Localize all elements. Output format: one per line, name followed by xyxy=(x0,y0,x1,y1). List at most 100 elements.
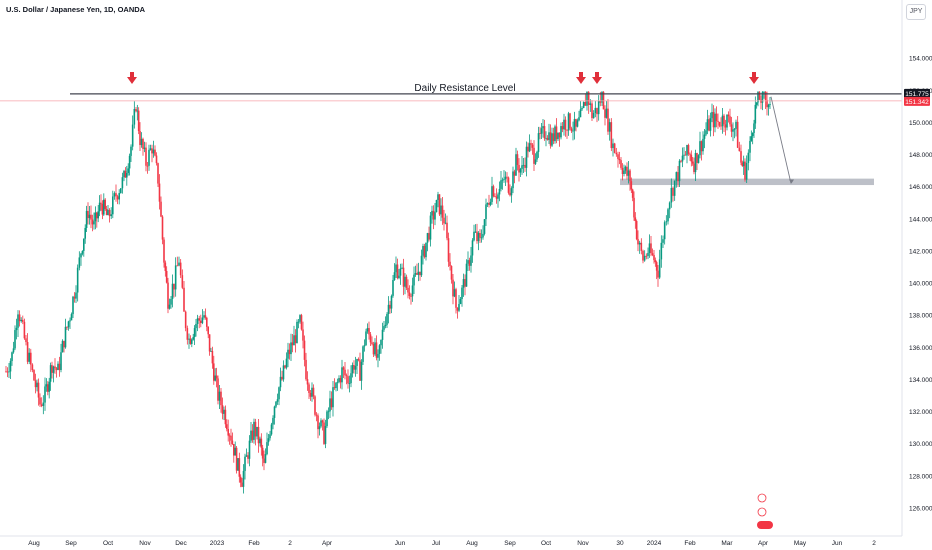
candle-body xyxy=(509,192,511,196)
candle-body xyxy=(521,165,523,169)
candle-body xyxy=(631,189,634,198)
candle-body xyxy=(186,328,189,340)
candle-body xyxy=(729,116,731,125)
candle-body xyxy=(176,265,179,267)
candle-body xyxy=(504,176,507,180)
candle-body xyxy=(654,260,657,263)
tools[interactable] xyxy=(757,493,773,529)
candle-body xyxy=(179,262,182,276)
candle-body xyxy=(368,328,370,335)
resistance-price-tag xyxy=(904,88,930,98)
candle-body xyxy=(351,364,354,374)
candle-body xyxy=(753,123,755,133)
candle-body xyxy=(107,209,109,216)
candle-body xyxy=(360,361,363,381)
annotations: Daily Resistance Level xyxy=(0,72,902,184)
candle-body xyxy=(643,255,646,261)
candle-body xyxy=(416,273,418,275)
candle-body xyxy=(561,126,564,130)
candle-body xyxy=(645,255,648,257)
candle-body xyxy=(450,266,453,280)
candle-body xyxy=(554,126,556,142)
candle-body xyxy=(501,179,504,181)
x-tick-label: Nov xyxy=(577,540,589,547)
candle-body xyxy=(402,267,405,287)
candle-body xyxy=(405,276,408,288)
candle-body xyxy=(88,214,91,219)
candle-body xyxy=(482,233,484,238)
candle-body xyxy=(651,253,654,256)
candle-body xyxy=(519,168,522,173)
candle-body xyxy=(410,295,412,297)
candle-body xyxy=(480,237,483,239)
calendar-icon[interactable] xyxy=(757,507,767,517)
candle-body xyxy=(54,366,56,369)
candle-body xyxy=(648,243,651,253)
candle-body xyxy=(742,161,745,167)
candle-body xyxy=(37,382,40,398)
candle-body xyxy=(207,326,209,335)
candle-body xyxy=(572,130,574,132)
candle-body xyxy=(486,203,489,205)
candle-body xyxy=(20,319,22,322)
candle-body xyxy=(404,276,406,287)
candle-body xyxy=(724,124,727,128)
candle-body xyxy=(12,348,15,353)
candle-body xyxy=(237,458,239,471)
y-tick-label: 140.000 xyxy=(909,281,932,288)
candle-body xyxy=(507,177,510,193)
candle-body xyxy=(112,196,114,215)
candle-body xyxy=(57,363,59,370)
candle-body xyxy=(767,104,770,108)
candle-body xyxy=(45,384,48,387)
candle-body xyxy=(146,165,149,167)
candle-body xyxy=(670,187,673,203)
candle-body xyxy=(732,129,734,132)
candle-body xyxy=(567,113,570,131)
x-tick-label: 2023 xyxy=(210,540,225,547)
candle-body xyxy=(432,210,435,220)
lightning-icon[interactable] xyxy=(757,493,767,503)
events-icon[interactable] xyxy=(757,521,773,529)
candle-body xyxy=(425,242,427,258)
candle-body xyxy=(312,387,315,397)
candle-body xyxy=(91,219,94,225)
y-tick-label: 144.000 xyxy=(909,216,932,223)
currency-button[interactable]: JPY xyxy=(906,4,926,20)
candle-body xyxy=(318,426,321,430)
candle-body xyxy=(66,326,68,328)
x-tick-label: Oct xyxy=(541,540,551,547)
candle-body xyxy=(387,304,390,315)
candle-body xyxy=(579,109,582,118)
candle-body xyxy=(124,170,127,178)
candle-body xyxy=(702,138,704,152)
x-tick-label: 2024 xyxy=(647,540,662,547)
candle-body xyxy=(244,456,246,471)
candle-body xyxy=(108,209,111,217)
candle-body xyxy=(503,179,505,181)
candle-body xyxy=(136,110,139,112)
candle-body xyxy=(735,121,737,129)
candle-body xyxy=(396,264,399,279)
candle-body xyxy=(36,382,38,388)
candle-body xyxy=(196,318,199,324)
candle-body xyxy=(183,287,185,312)
candle-body xyxy=(383,326,385,330)
candle-body xyxy=(171,283,174,299)
candle-body xyxy=(760,99,762,103)
candle-body xyxy=(536,151,538,160)
candle-body xyxy=(642,250,644,261)
candle-body xyxy=(613,143,616,153)
candle-body xyxy=(660,242,663,260)
candle-body xyxy=(326,411,328,427)
candle-body xyxy=(365,331,367,346)
candle-body xyxy=(575,119,577,127)
candle-body xyxy=(22,319,24,322)
x-tick-label: Jul xyxy=(432,540,441,547)
candle-body xyxy=(87,210,89,219)
candle-body xyxy=(73,296,76,299)
candle-body xyxy=(55,368,58,370)
candle-body xyxy=(750,136,753,141)
candle-body xyxy=(591,103,593,119)
